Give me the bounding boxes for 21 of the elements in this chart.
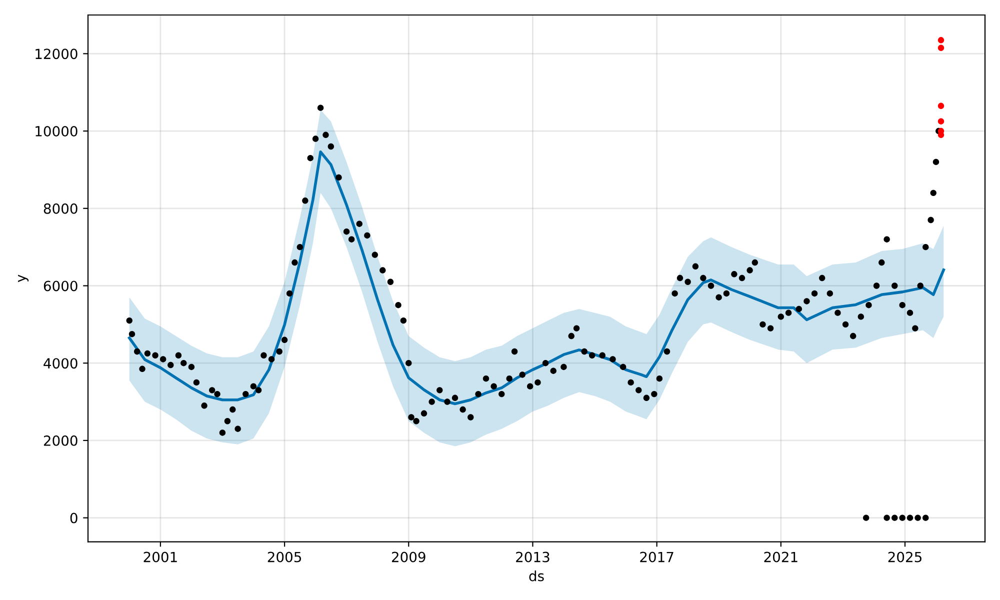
x-tick-label: 2017 — [640, 552, 674, 562]
point — [938, 102, 944, 109]
y-tick-label: 12000 — [36, 48, 78, 60]
y-tick-label: 6000 — [44, 280, 78, 292]
line-series — [128, 150, 946, 406]
x-tick-label: 2009 — [392, 552, 426, 562]
x-tick-label: 2001 — [144, 552, 177, 562]
x-tick-label: 2005 — [268, 552, 301, 562]
x-tick-label: 2025 — [888, 552, 922, 562]
point — [938, 37, 944, 44]
y-axis-title: y — [18, 274, 29, 282]
x-tick-label: 2021 — [764, 552, 798, 562]
y-tick-label: 4000 — [44, 358, 78, 369]
point — [938, 118, 944, 124]
x-tick-label: 2013 — [516, 552, 550, 562]
x-axis-title: ds — [529, 570, 544, 582]
y-tick-label: 10000 — [36, 126, 78, 137]
y-tick-label: 8000 — [44, 203, 78, 214]
point — [938, 44, 944, 51]
y-tick-label: 2000 — [44, 435, 78, 446]
y-tick-label: 0 — [70, 512, 78, 524]
